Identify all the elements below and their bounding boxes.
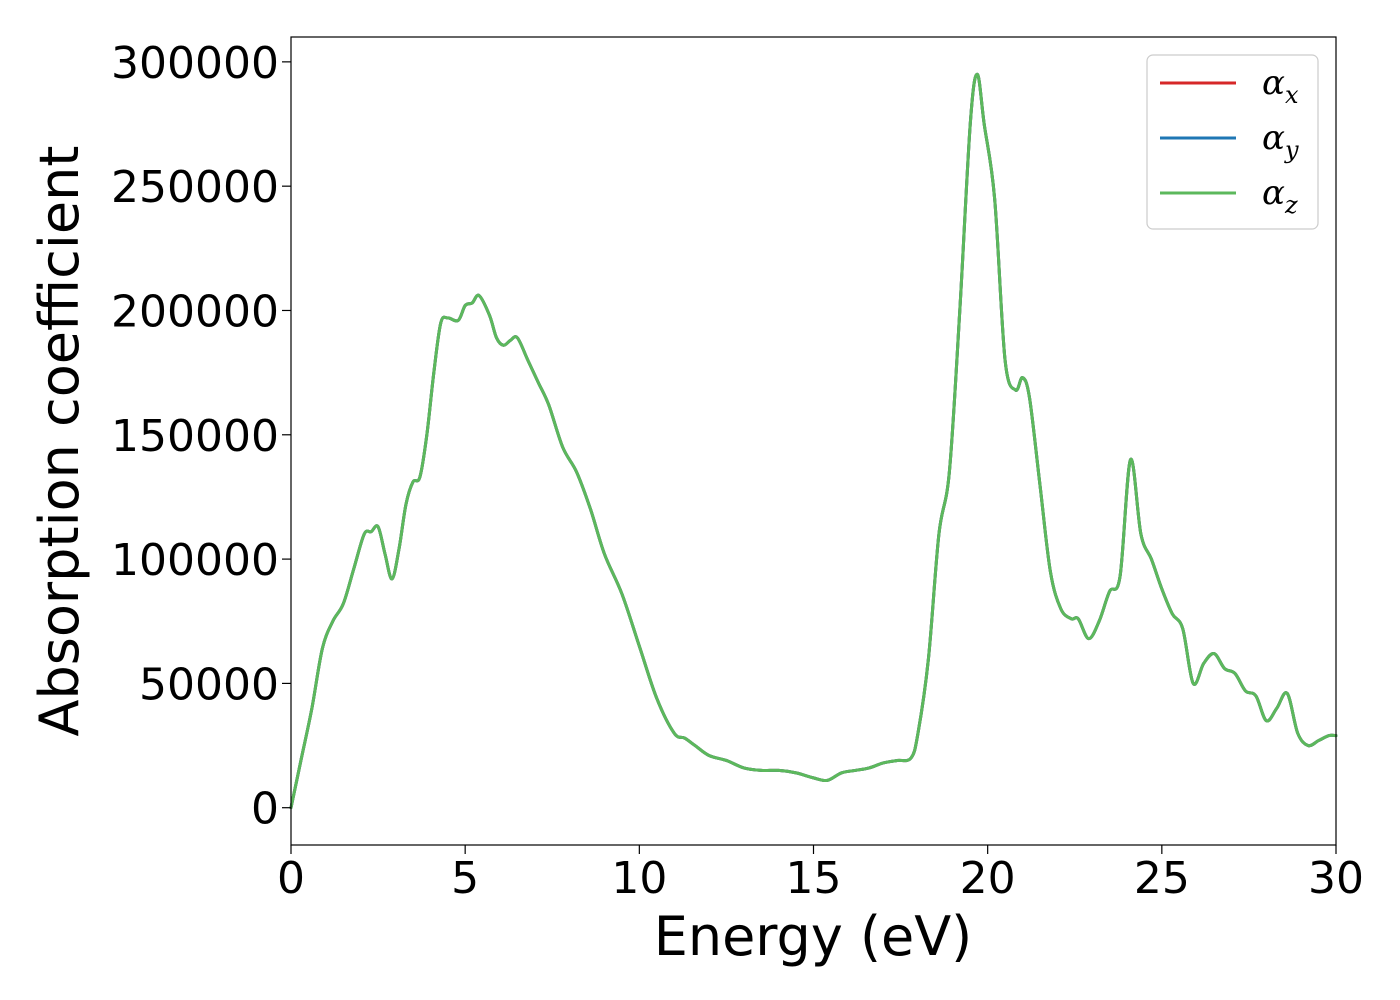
x-tick-label: 20 bbox=[960, 853, 1016, 904]
y-axis-title: Absorption coefficient bbox=[28, 146, 91, 737]
legend: αx αy αz bbox=[1146, 54, 1319, 230]
legend-label-y: αy bbox=[1262, 118, 1299, 164]
x-tick-label: 10 bbox=[611, 853, 667, 904]
x-tick-label: 0 bbox=[277, 853, 305, 904]
x-tick-label: 5 bbox=[451, 853, 479, 904]
y-tick-label: 150000 bbox=[111, 411, 279, 462]
y-tick-label: 250000 bbox=[111, 162, 279, 213]
legend-items: αx αy αz bbox=[1160, 63, 1299, 219]
x-tick-label: 25 bbox=[1134, 853, 1190, 904]
y-tick-label: 0 bbox=[251, 784, 279, 835]
y-axis-ticks: 0 50000 100000 150000 200000 250000 300000 bbox=[111, 38, 291, 835]
legend-label-x: αx bbox=[1262, 63, 1299, 109]
legend-label-z: αz bbox=[1262, 173, 1298, 219]
y-tick-label: 300000 bbox=[111, 38, 279, 89]
y-tick-label: 50000 bbox=[139, 659, 279, 710]
x-axis-ticks: 0 5 10 15 20 25 30 bbox=[277, 845, 1364, 904]
y-tick-label: 200000 bbox=[111, 286, 279, 337]
series-layer bbox=[289, 72, 1338, 810]
y-tick-label: 100000 bbox=[111, 535, 279, 586]
series-line-z bbox=[289, 72, 1338, 810]
x-tick-label: 30 bbox=[1308, 853, 1364, 904]
legend-box bbox=[1146, 54, 1319, 230]
x-tick-label: 15 bbox=[786, 853, 842, 904]
x-axis-title: Energy (eV) bbox=[654, 905, 973, 968]
